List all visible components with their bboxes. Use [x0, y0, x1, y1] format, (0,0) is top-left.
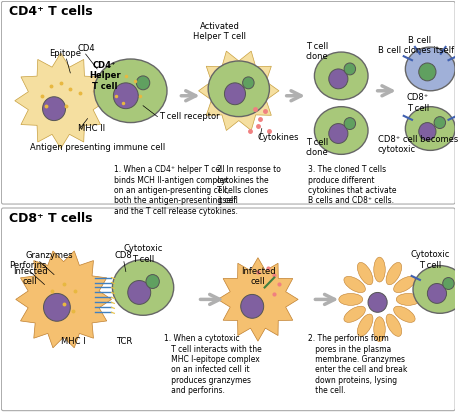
- Ellipse shape: [94, 59, 167, 122]
- Ellipse shape: [344, 276, 365, 293]
- Circle shape: [443, 278, 454, 289]
- Text: Perforins: Perforins: [9, 260, 46, 270]
- Text: CD8⁺
T cell: CD8⁺ T cell: [407, 93, 429, 113]
- Circle shape: [146, 275, 159, 288]
- Ellipse shape: [386, 263, 401, 285]
- Ellipse shape: [112, 260, 173, 315]
- Circle shape: [224, 83, 246, 104]
- Ellipse shape: [339, 293, 363, 306]
- Text: CD4⁺
Helper
T cell: CD4⁺ Helper T cell: [89, 61, 120, 91]
- Circle shape: [243, 77, 254, 89]
- Ellipse shape: [393, 276, 415, 293]
- Text: Infected
cell: Infected cell: [13, 267, 47, 286]
- Circle shape: [137, 76, 150, 90]
- Circle shape: [241, 294, 264, 318]
- Text: 2. In response to
cytokines the
T cells clones
itself.: 2. In response to cytokines the T cells …: [217, 165, 281, 206]
- Ellipse shape: [314, 107, 368, 154]
- Text: Activated
Helper T cell: Activated Helper T cell: [193, 22, 246, 41]
- FancyBboxPatch shape: [1, 1, 455, 204]
- Circle shape: [368, 293, 387, 312]
- Circle shape: [113, 83, 138, 109]
- Text: Cytotoxic
T cell: Cytotoxic T cell: [410, 250, 450, 270]
- Text: 1. When a CD4⁺ helper T cell
binds MCH II-antigen complex
on an antigen-presenti: 1. When a CD4⁺ helper T cell binds MCH I…: [114, 165, 238, 216]
- Text: CD4: CD4: [78, 44, 96, 53]
- Ellipse shape: [405, 107, 455, 150]
- Ellipse shape: [405, 47, 455, 91]
- Text: Epitope: Epitope: [49, 49, 81, 58]
- Text: 3. The cloned T cells
produce different
cytokines that activate
B cells and CD8⁺: 3. The cloned T cells produce different …: [308, 165, 396, 206]
- Text: MHC I: MHC I: [61, 337, 85, 346]
- Text: 1. When a cytotoxic
   T cell interacts with the
   MHC I-epitope complex
   on : 1. When a cytotoxic T cell interacts wit…: [164, 334, 262, 395]
- Text: Antigen presenting immune cell: Antigen presenting immune cell: [30, 143, 165, 153]
- FancyBboxPatch shape: [1, 208, 455, 410]
- Text: 2. The perforins form
   pores in the plasma
   membrane. Granzymes
   enter the: 2. The perforins form pores in the plasm…: [308, 334, 407, 395]
- Polygon shape: [16, 251, 111, 348]
- Ellipse shape: [393, 306, 415, 322]
- Text: MHC II: MHC II: [78, 124, 105, 133]
- Ellipse shape: [374, 257, 385, 282]
- Text: T cell receptor: T cell receptor: [159, 112, 220, 121]
- Text: TCR: TCR: [116, 337, 133, 346]
- Text: Infected
cell: Infected cell: [241, 267, 275, 286]
- Ellipse shape: [314, 52, 368, 100]
- Text: B cell clones itself: B cell clones itself: [378, 46, 454, 55]
- Text: CD8: CD8: [114, 251, 132, 260]
- Circle shape: [329, 69, 348, 89]
- Circle shape: [419, 122, 436, 140]
- Text: Granzymes: Granzymes: [25, 251, 73, 260]
- Ellipse shape: [396, 293, 420, 306]
- Circle shape: [43, 97, 65, 120]
- Text: CD4⁺ T cells: CD4⁺ T cells: [9, 5, 93, 18]
- Ellipse shape: [344, 306, 365, 322]
- Text: CD8⁺ T cells: CD8⁺ T cells: [9, 212, 92, 225]
- Ellipse shape: [357, 263, 373, 285]
- Text: B cell: B cell: [408, 36, 431, 45]
- Circle shape: [428, 283, 447, 303]
- Text: T cell
clone: T cell clone: [306, 138, 328, 157]
- Circle shape: [344, 117, 356, 130]
- Circle shape: [344, 63, 356, 75]
- Text: Cytotoxic
T cell: Cytotoxic T cell: [123, 244, 163, 264]
- Polygon shape: [15, 53, 107, 148]
- Ellipse shape: [386, 314, 401, 336]
- Ellipse shape: [374, 317, 385, 342]
- Polygon shape: [218, 257, 298, 341]
- Polygon shape: [199, 51, 279, 130]
- Text: Cytokines: Cytokines: [258, 133, 300, 143]
- Circle shape: [44, 293, 70, 321]
- Ellipse shape: [357, 314, 373, 336]
- Circle shape: [434, 117, 446, 129]
- Circle shape: [128, 280, 151, 304]
- Ellipse shape: [413, 265, 466, 314]
- Circle shape: [419, 63, 436, 81]
- Circle shape: [329, 124, 348, 143]
- Text: CD8⁺ cell becomes
cytotoxic: CD8⁺ cell becomes cytotoxic: [378, 135, 458, 154]
- Ellipse shape: [208, 61, 269, 117]
- Text: T cell
clone: T cell clone: [306, 42, 328, 61]
